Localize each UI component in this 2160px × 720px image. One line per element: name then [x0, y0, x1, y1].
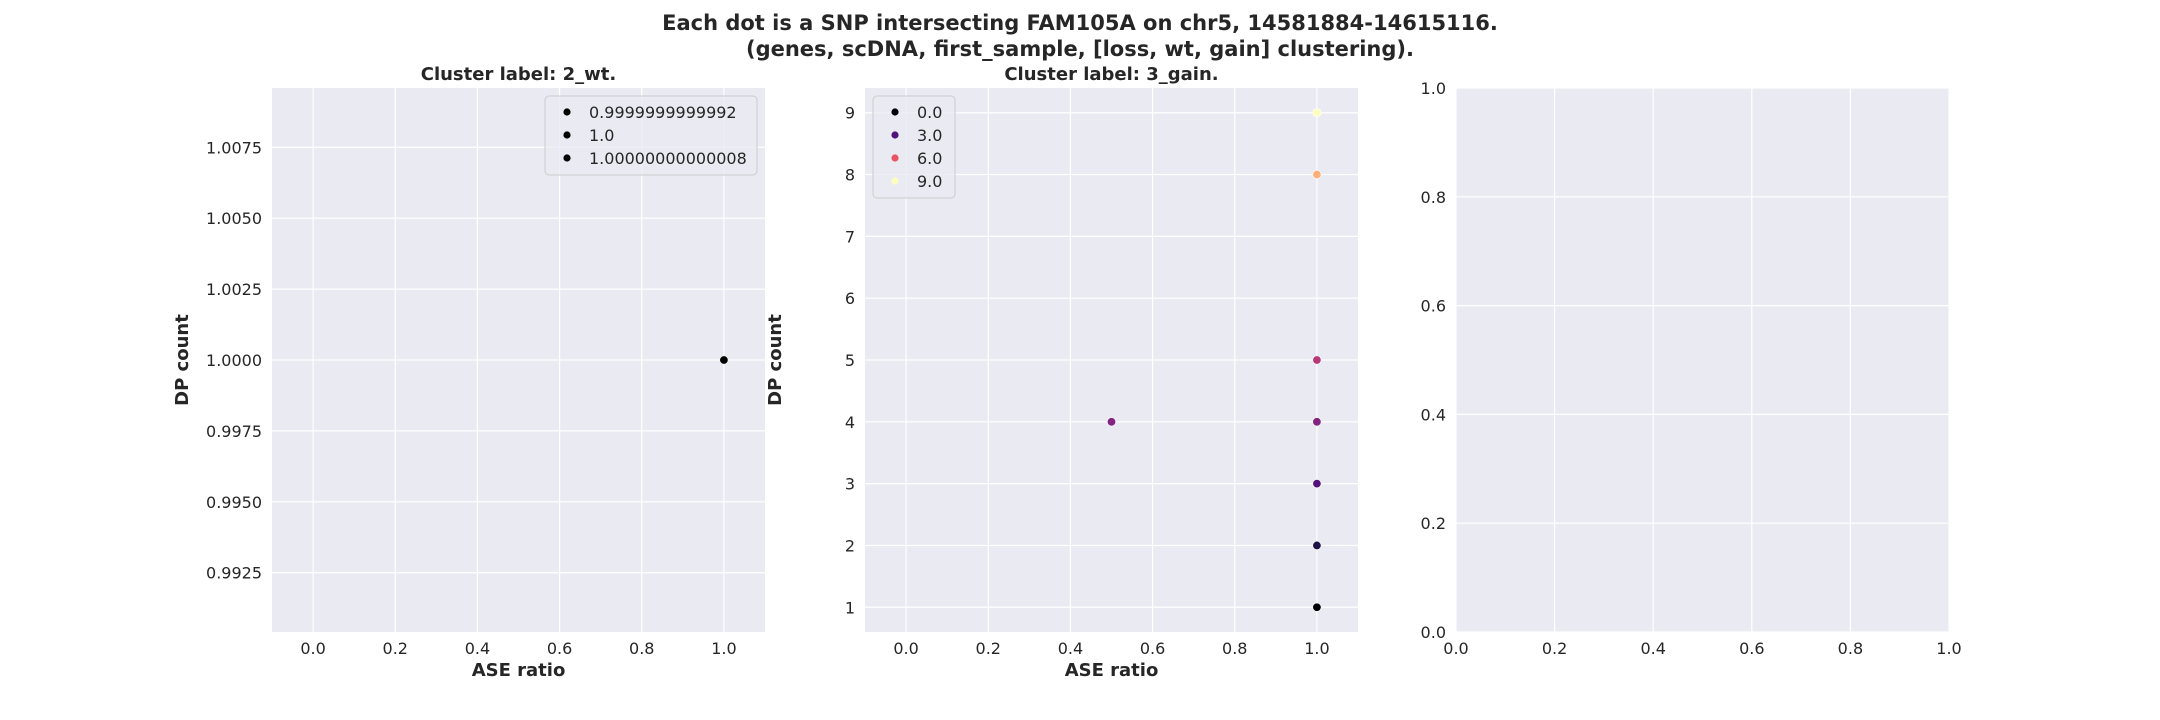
legend-label: 1.0 [589, 126, 614, 145]
data-point [1312, 355, 1322, 365]
legend-marker [891, 177, 899, 185]
y-tick-label: 7 [845, 227, 855, 246]
legend-box [544, 95, 758, 176]
legend-label: 3.0 [917, 126, 942, 145]
x-tick-label: 0.4 [465, 639, 490, 658]
legend-marker [563, 154, 571, 162]
y-tick-label: 1.0000 [206, 351, 262, 370]
data-point [1312, 170, 1322, 180]
x-tick-label: 1.0 [1304, 639, 1329, 658]
x-tick-label: 0.4 [1640, 639, 1665, 658]
y-tick-label: 0.6 [1421, 297, 1446, 316]
x-axis-label: ASE ratio [472, 660, 566, 681]
x-tick-label: 0.6 [547, 639, 572, 658]
panel-3: 0.0 0.2 0.4 0.6 0.8 1.0 0.0 0.2 0.4 0.6 0.8 1.0 [1421, 79, 1962, 658]
x-tick-label: 1.0 [1936, 639, 1961, 658]
data-point [719, 355, 729, 365]
y-tick-label: 0.9975 [206, 422, 262, 441]
y-tick-label: 8 [845, 166, 855, 185]
y-tick-label: 0.9925 [206, 564, 262, 583]
panel-title: Cluster label: 2_wt. [421, 64, 617, 85]
x-tick-label: 0.8 [629, 639, 654, 658]
x-tick-label: 0.8 [1222, 639, 1247, 658]
plot-area [1456, 88, 1949, 632]
data-point [1107, 417, 1117, 427]
figure-title-line2: (genes, scDNA, first_sample, [loss, wt, … [745, 37, 1414, 61]
x-tick-label: 1.0 [711, 639, 736, 658]
x-tick-label: 0.0 [893, 639, 918, 658]
data-point [1312, 108, 1322, 118]
y-tick-label: 6 [845, 289, 855, 308]
y-tick-label: 0.0 [1421, 623, 1446, 642]
legend-marker [891, 108, 899, 116]
panel-1: 0.0 0.2 0.4 0.6 0.8 1.00.99250.99500.99751.00… [172, 64, 765, 681]
y-tick-label: 1.0050 [206, 209, 262, 228]
legend-label: 1.00000000000008 [589, 149, 747, 168]
data-point [1312, 479, 1322, 489]
x-tick-label: 0.6 [1739, 639, 1764, 658]
legend-label: 0.9999999999992 [589, 103, 737, 122]
y-tick-label: 1.0075 [206, 138, 262, 157]
x-tick-label: 0.0 [300, 639, 325, 658]
x-tick-label: 0.8 [1838, 639, 1863, 658]
y-tick-label: 0.4 [1421, 405, 1446, 424]
y-tick-label: 1.0 [1421, 79, 1446, 98]
y-tick-label: 9 [845, 104, 855, 123]
legend-label: 0.0 [917, 103, 942, 122]
data-point [1312, 540, 1322, 550]
y-axis-label: DP count [172, 314, 193, 406]
y-tick-label: 1 [845, 598, 855, 617]
x-tick-label: 0.2 [976, 639, 1001, 658]
y-tick-label: 0.8 [1421, 188, 1446, 207]
legend-label: 9.0 [917, 172, 942, 191]
legend-marker [563, 131, 571, 139]
y-tick-label: 1.0025 [206, 280, 262, 299]
panel-2: 0.0 0.2 0.4 0.6 0.8 1.0 1 2 3 4 5 6 7 8 9 Cluster label… [765, 64, 1358, 681]
y-tick-label: 4 [845, 413, 855, 432]
panel-title: Cluster label: 3_gain. [1004, 64, 1218, 85]
y-tick-label: 5 [845, 351, 855, 370]
legend-box [872, 95, 956, 199]
legend-label: 6.0 [917, 149, 942, 168]
y-tick-label: 2 [845, 536, 855, 555]
legend: 0.0 3.0 6.0 9.0 [872, 95, 956, 199]
y-tick-label: 0.2 [1421, 514, 1446, 533]
figure-title: Each dot is a SNP intersecting FAM105A o… [0, 10, 2160, 62]
x-tick-label: 0.2 [383, 639, 408, 658]
x-tick-label: 0.0 [1443, 639, 1468, 658]
y-tick-label: 0.9950 [206, 493, 262, 512]
legend-marker [891, 131, 899, 139]
x-axis-label: ASE ratio [1065, 660, 1159, 681]
y-axis-label: DP count [765, 314, 786, 406]
x-tick-label: 0.6 [1140, 639, 1165, 658]
data-point [1312, 417, 1322, 427]
data-point [1312, 602, 1322, 612]
x-tick-label: 0.4 [1058, 639, 1083, 658]
x-tick-label: 0.2 [1542, 639, 1567, 658]
figure-title-line1: Each dot is a SNP intersecting FAM105A o… [662, 11, 1498, 35]
legend: 0.9999999999992 1.0 1.00000000000008 [544, 95, 758, 176]
legend-marker [563, 108, 571, 116]
y-tick-label: 3 [845, 475, 855, 494]
legend-marker [891, 154, 899, 162]
